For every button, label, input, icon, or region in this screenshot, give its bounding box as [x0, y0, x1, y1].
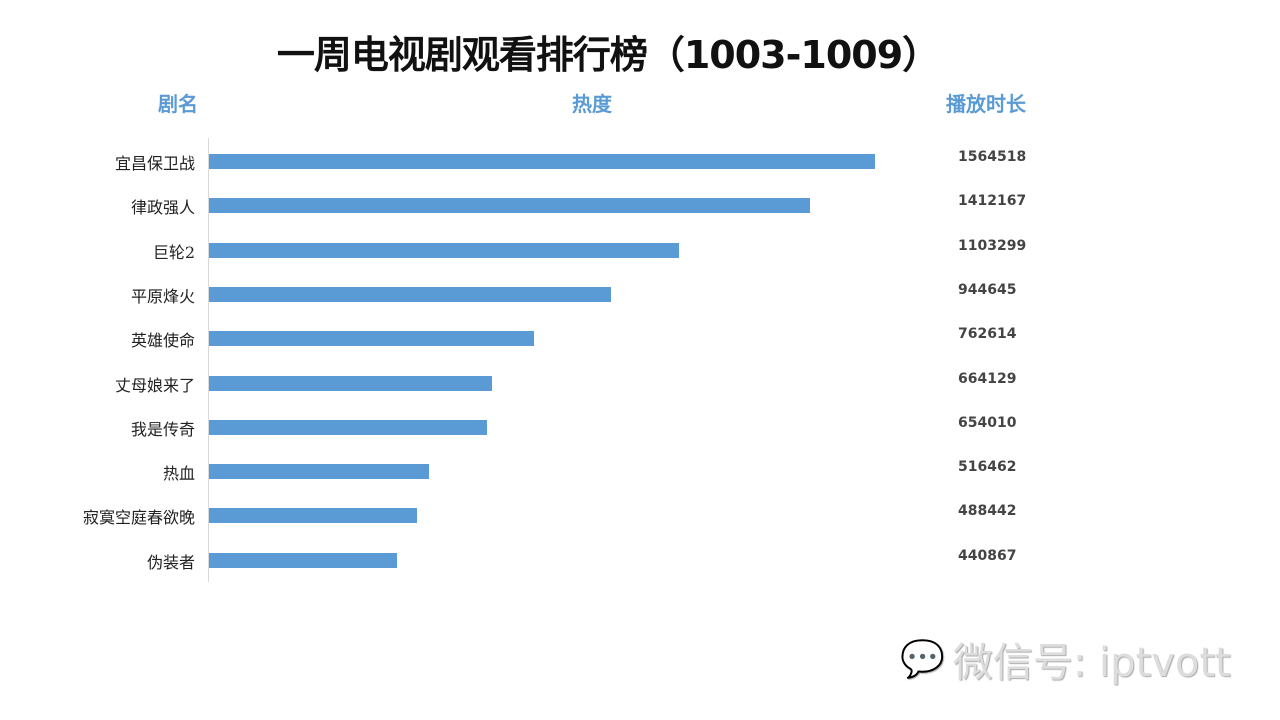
category-label: 律政强人 [130, 198, 195, 218]
category-label: 巨轮2 [152, 242, 195, 262]
category-label: 丈母娘来了 [114, 375, 195, 395]
category-label: 宜昌保卫战 [114, 154, 195, 173]
value-label: 440867 [958, 547, 1017, 564]
bar [209, 375, 492, 391]
chart-title: 一周电视剧观看排行榜（1003-1009） [276, 33, 940, 77]
wechat-icon: 💬 [900, 639, 945, 680]
y-axis-line [208, 138, 209, 582]
category-label: 伪装者 [146, 552, 195, 572]
value-label: 664129 [958, 370, 1017, 387]
bar [209, 508, 417, 524]
bar [209, 464, 429, 480]
value-label: 762614 [958, 326, 1017, 343]
value-label: 944645 [958, 281, 1017, 298]
category-label: 平原烽火 [130, 286, 195, 306]
watermark: 💬 微信号: iptvott [900, 630, 1231, 688]
header-name: 剧名 [158, 92, 198, 116]
category-label: 热血 [162, 464, 195, 484]
value-label: 1564518 [958, 149, 1027, 165]
value-label: 488442 [958, 503, 1017, 520]
category-label: 寂寞空庭春欲晚 [82, 508, 195, 528]
bar [209, 198, 811, 214]
header-heat: 热度 [572, 92, 612, 116]
bar [209, 331, 534, 347]
bar [209, 419, 488, 435]
value-label: 1103299 [958, 237, 1027, 254]
bar [209, 552, 397, 568]
bar [209, 242, 679, 258]
category-label: 英雄使命 [130, 331, 195, 351]
value-label: 654010 [958, 414, 1017, 431]
category-label: 我是传奇 [130, 419, 195, 439]
value-label: 516462 [958, 459, 1017, 476]
watermark-text: 微信号: iptvott [952, 640, 1231, 686]
value-label: 1412167 [958, 193, 1027, 210]
header-duration: 播放时长 [946, 92, 1026, 116]
bar [209, 286, 612, 302]
bar [209, 154, 875, 169]
